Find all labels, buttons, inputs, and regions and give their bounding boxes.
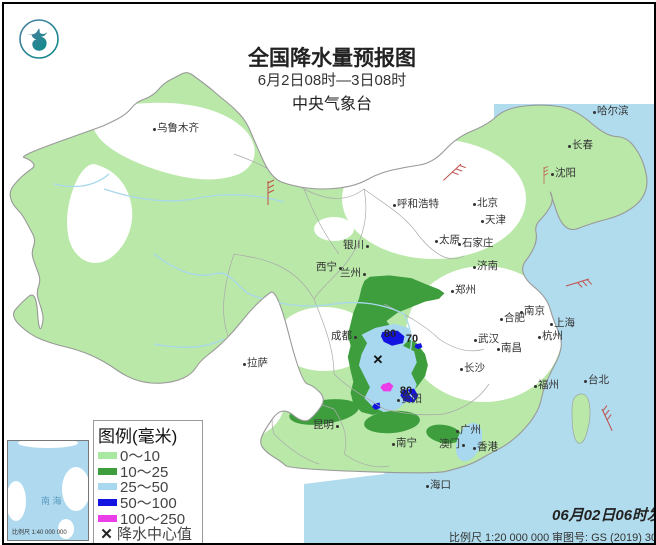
svg-text:南 海: 南 海 bbox=[41, 495, 62, 506]
svg-text:✕: ✕ bbox=[373, 352, 384, 367]
svg-text:80: 80 bbox=[384, 328, 396, 340]
svg-text:70: 70 bbox=[406, 333, 418, 345]
